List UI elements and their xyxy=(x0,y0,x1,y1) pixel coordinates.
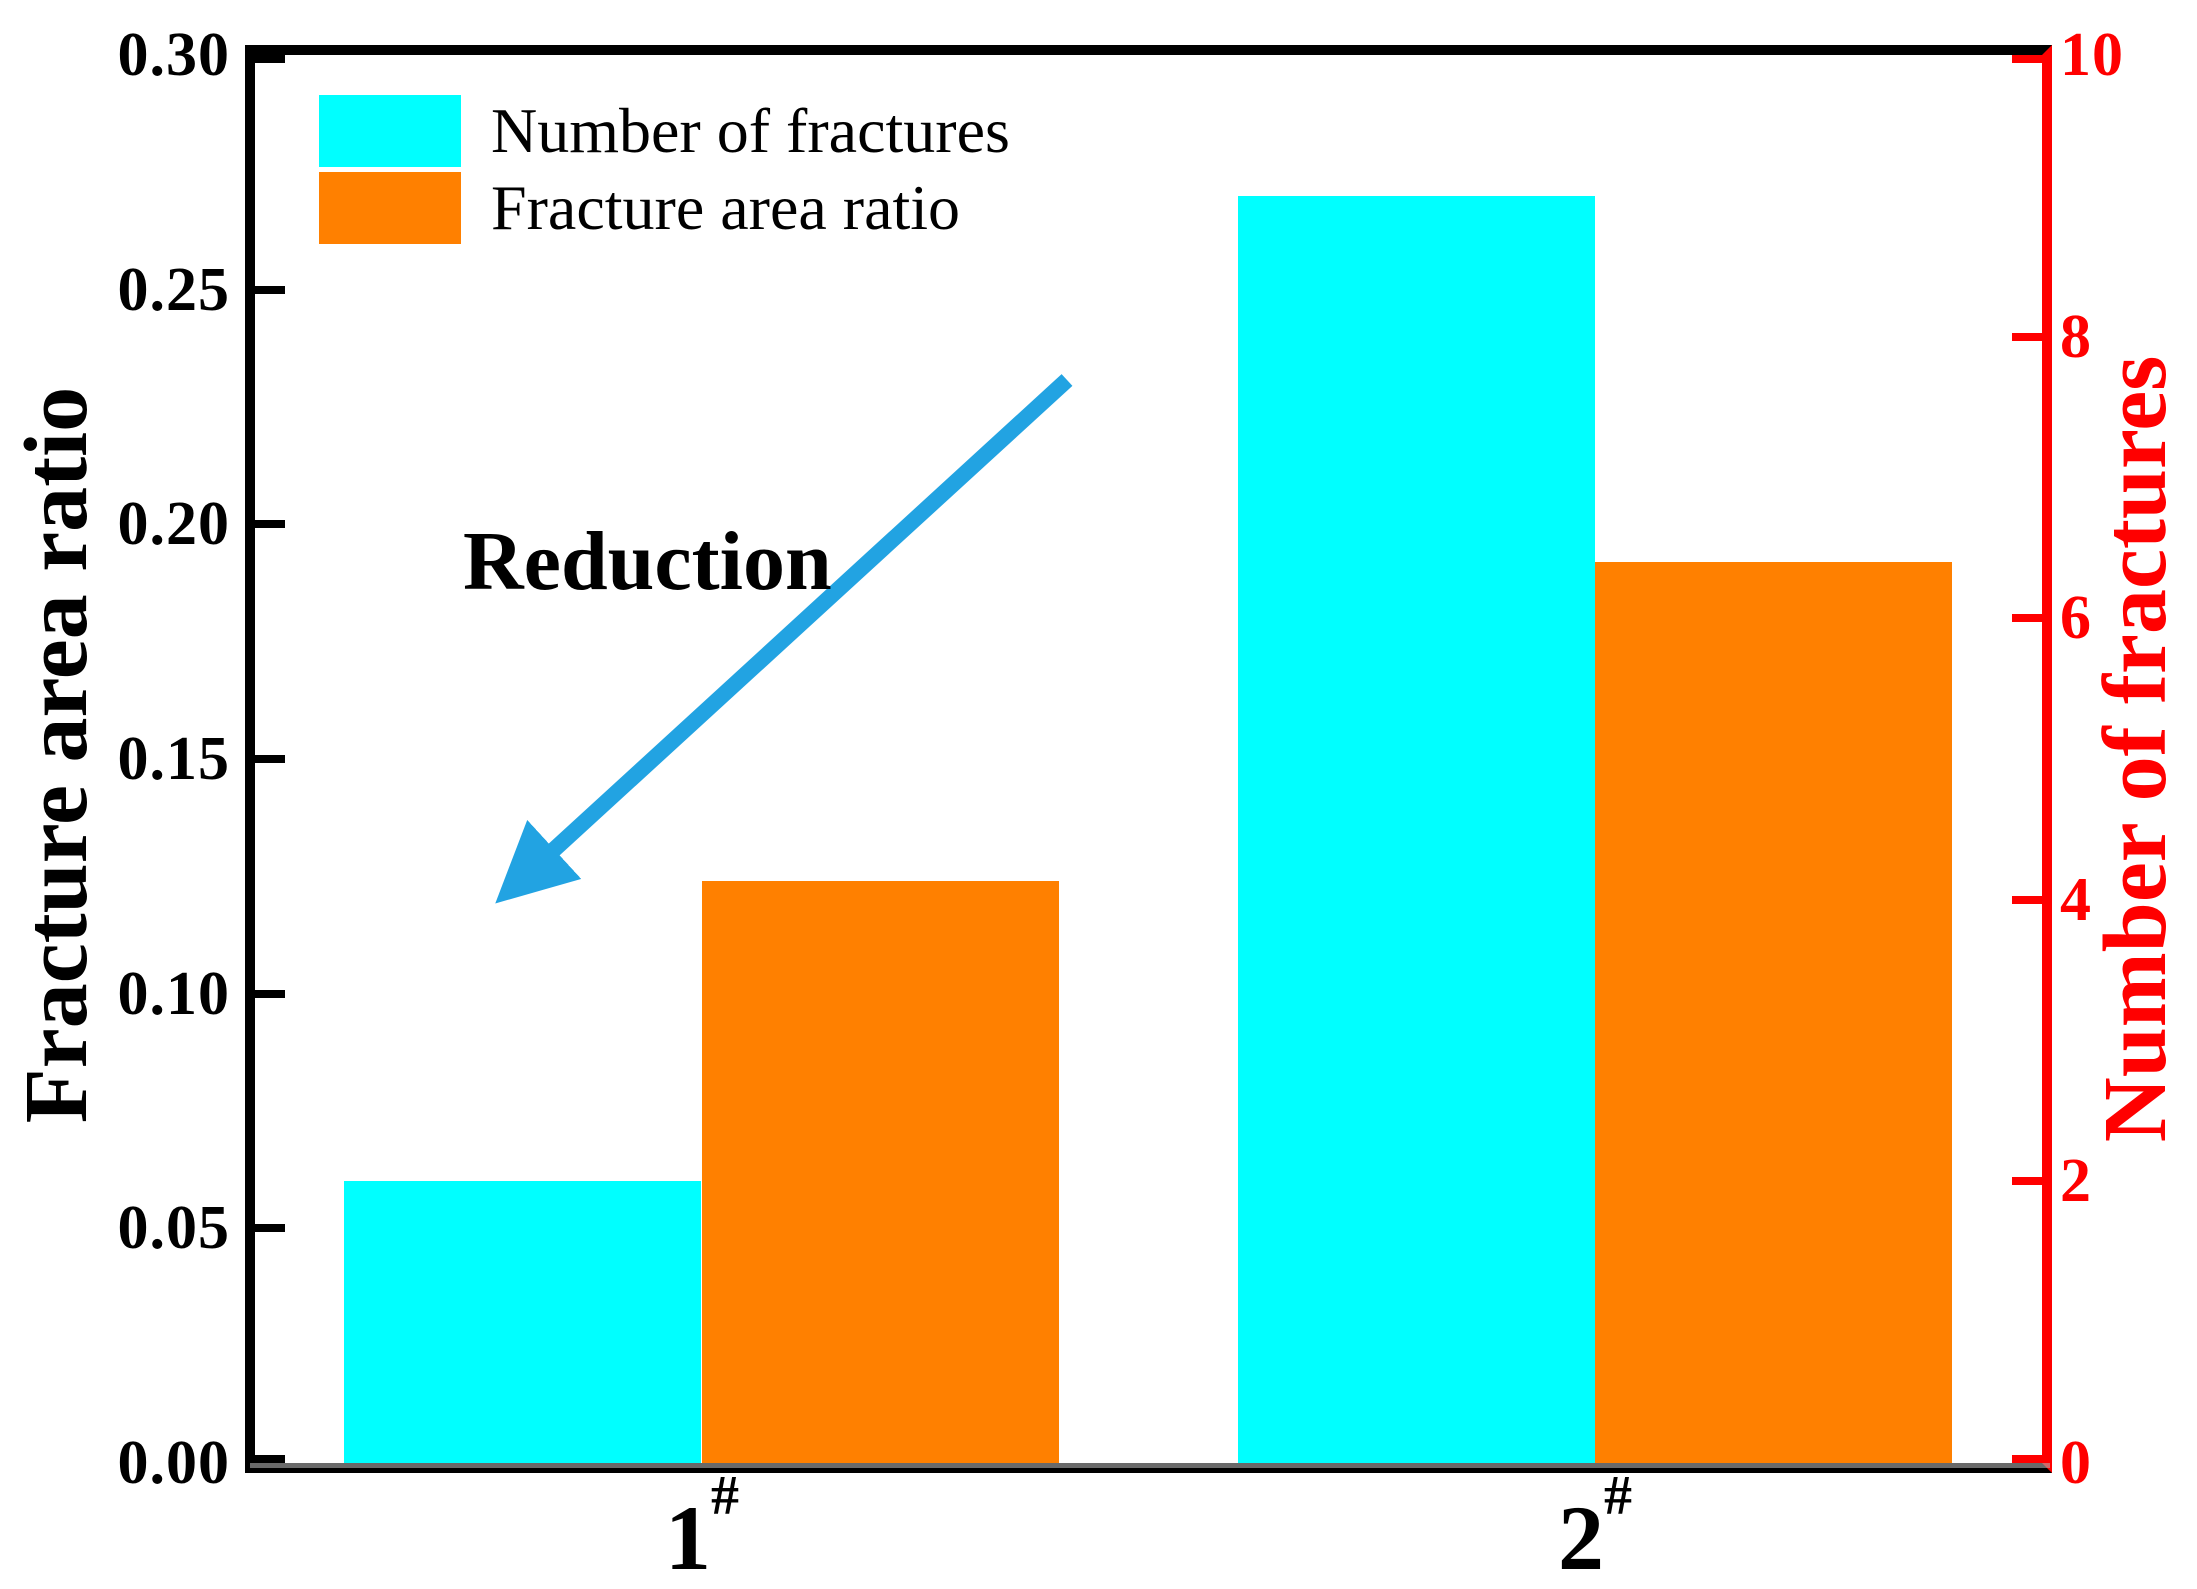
reduction-annotation: Reduction xyxy=(463,515,832,608)
left-axis-tick-label: 0.05 xyxy=(117,1194,230,1263)
right-axis-tick xyxy=(2012,614,2042,623)
right-axis-tick xyxy=(2012,895,2042,904)
axis-shadow xyxy=(250,1463,2050,1468)
x-axis-label-1: 1# xyxy=(665,1465,739,1589)
left-axis-tick xyxy=(255,55,285,63)
right-axis-tick-label: 6 xyxy=(2060,584,2092,653)
legend-item: Number of fractures xyxy=(319,95,1010,167)
legend-label: Number of fractures xyxy=(491,95,1010,166)
left-axis-tick-label: 0.30 xyxy=(117,21,230,89)
left-axis-tick-label: 0.25 xyxy=(117,255,230,324)
left-axis-tick xyxy=(255,1455,285,1463)
right-axis-tick-label: 2 xyxy=(2060,1147,2092,1216)
left-axis-tick xyxy=(255,285,285,294)
bar-number-of-fractures-2 xyxy=(1238,196,1595,1463)
legend-label: Fracture area ratio xyxy=(491,172,961,243)
left-axis-tick xyxy=(255,520,285,529)
reduction-arrow xyxy=(495,374,1073,904)
left-axis-tick xyxy=(255,989,285,998)
legend-item: Fracture area ratio xyxy=(319,172,1010,244)
right-axis-tick xyxy=(2012,1455,2042,1463)
bar-fracture-area-ratio-2 xyxy=(1595,562,1952,1463)
right-axis-tick xyxy=(2012,332,2042,341)
right-axis-tick-label: 8 xyxy=(2060,302,2092,371)
left-axis-tick xyxy=(255,755,285,763)
bar-fracture-area-ratio-1 xyxy=(702,881,1059,1463)
left-axis-tick-label: 0.10 xyxy=(117,959,230,1028)
right-axis-tick-label: 0 xyxy=(2060,1429,2092,1497)
right-axis-tick-label: 10 xyxy=(2060,21,2124,89)
plot-area: Number of fractures Fracture area ratio … xyxy=(245,45,2052,1473)
right-axis-tick-label: 4 xyxy=(2060,865,2092,934)
left-axis-tick-label: 0.00 xyxy=(117,1429,230,1497)
legend: Number of fractures Fracture area ratio xyxy=(319,95,1010,249)
left-axis-tick-label: 0.15 xyxy=(117,725,230,793)
arrow-line xyxy=(495,374,1073,904)
right-axis-tick xyxy=(2012,55,2042,63)
legend-swatch-number-of-fractures xyxy=(319,95,461,167)
bar-number-of-fractures-1 xyxy=(344,1181,701,1463)
legend-swatch-fracture-area-ratio xyxy=(319,172,461,244)
left-axis-tick xyxy=(255,1224,285,1233)
x-axis-label-2: 2# xyxy=(1558,1465,1632,1589)
left-axis-tick-label: 0.20 xyxy=(117,490,230,559)
right-axis-title: Number of fractures xyxy=(2086,355,2185,1143)
plot-inner: Number of fractures Fracture area ratio … xyxy=(255,55,2042,1463)
right-axis-tick xyxy=(2012,1177,2042,1186)
